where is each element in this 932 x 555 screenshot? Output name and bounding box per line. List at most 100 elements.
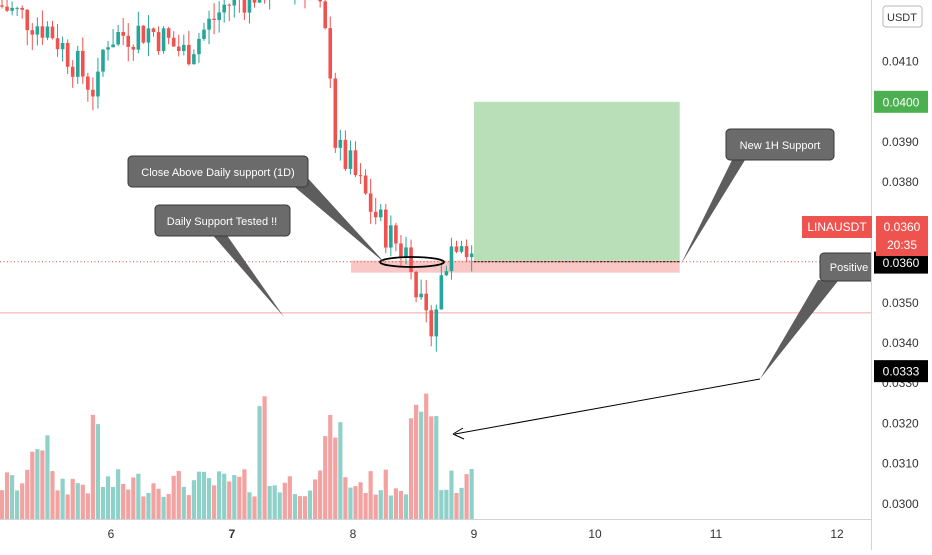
x-tick-label: 7: [229, 527, 236, 541]
candle-body: [156, 32, 161, 52]
volume-bar: [85, 493, 90, 519]
volume-bar: [65, 494, 70, 519]
volume-bar: [100, 486, 106, 519]
volume-bar: [247, 492, 252, 519]
candle-body: [65, 42, 70, 67]
candle-body: [131, 46, 136, 50]
volume-bar: [60, 478, 65, 519]
candle-body: [20, 7, 24, 10]
candle-body: [50, 26, 55, 39]
callout-pointer: [760, 280, 838, 379]
volume-bar: [45, 435, 50, 519]
y-tick-label: 0.0310: [882, 457, 919, 471]
last-price-badge[interactable]: LINAUSDT 0.0360 20:35: [802, 216, 928, 256]
candle-body: [419, 293, 423, 298]
candle-body: [232, 0, 237, 6]
candle-body: [384, 209, 388, 248]
volume-bar: [408, 418, 414, 519]
volume-bar: [459, 487, 464, 519]
price-badge[interactable]: 0.0360: [874, 251, 928, 274]
y-tick-label: 0.0390: [882, 135, 919, 149]
candle-body: [25, 9, 30, 31]
volume-bar: [151, 483, 156, 519]
volume-bar: [429, 416, 434, 519]
price-axis[interactable]: 0.03000.03100.03200.03300.03400.03500.03…: [871, 0, 932, 550]
volume-bar: [318, 470, 323, 519]
volume-bar: [156, 488, 161, 519]
candle-body: [424, 293, 428, 311]
callout-text: Positive: [830, 262, 869, 274]
target-zone[interactable]: [474, 101, 680, 262]
volume-bar: [242, 469, 247, 519]
volume-bar: [80, 484, 85, 519]
volume-bar: [40, 450, 45, 519]
callout-box: [154, 204, 291, 237]
price-badge-label: 0.0333: [883, 365, 920, 379]
volume-bar: [206, 478, 212, 519]
volume-bar: [424, 393, 429, 519]
currency-label[interactable]: USDT: [882, 5, 923, 28]
volume-arrow[interactable]: [452, 378, 761, 440]
candle-body: [0, 5, 4, 7]
callout-new-support[interactable]: New 1H Support: [681, 128, 835, 264]
volume-bar: [353, 486, 358, 519]
candle-body: [338, 139, 343, 148]
volume-bar: [166, 493, 171, 519]
y-tick-label: 0.0320: [882, 416, 919, 430]
candle-body: [197, 38, 201, 55]
support-zone[interactable]: [351, 260, 680, 273]
candle-body: [449, 246, 454, 272]
symbol-label: LINAUSDT: [807, 220, 867, 234]
candle-body: [257, 0, 262, 3]
volume-bar: [105, 476, 111, 519]
candle-body: [353, 150, 358, 176]
time-axis[interactable]: 6 7 8 9 10 11 12: [0, 519, 871, 542]
candle-body: [464, 246, 469, 258]
highlight-ellipse[interactable]: [379, 256, 445, 268]
volume-bar: [25, 469, 30, 519]
volume-bar: [90, 414, 95, 519]
volume-bar: [302, 496, 308, 519]
candle-body: [328, 28, 333, 79]
volume-bar: [449, 470, 454, 519]
callout-box: [127, 155, 309, 188]
volume-bar: [55, 490, 60, 519]
candle-body: [394, 225, 398, 244]
candle-body: [399, 243, 403, 257]
candle-body: [348, 150, 353, 169]
volume-bar: [444, 489, 449, 519]
volume-bar: [0, 490, 5, 519]
volume-bar: [176, 470, 181, 519]
x-tick-label: 6: [108, 527, 115, 541]
volume-bar: [368, 471, 373, 519]
price-badges: 0.0400 0.0360 0.0333: [874, 90, 928, 383]
volume-bar: [121, 483, 126, 519]
bar-countdown: 20:35: [887, 238, 917, 252]
price-badge[interactable]: 0.0400: [874, 90, 928, 113]
price-badge[interactable]: 0.0333: [874, 360, 928, 383]
volume-bar: [232, 475, 237, 519]
volume-bar: [307, 490, 313, 519]
callout-close-above[interactable]: Close Above Daily support (1D): [127, 155, 386, 264]
volume-bar: [257, 406, 262, 519]
volume-bar: [277, 492, 282, 519]
volume-bar: [388, 495, 393, 519]
price-badge-label: 0.0360: [883, 256, 920, 270]
candle-body: [212, 18, 216, 20]
callout-support-tested[interactable]: Daily Support Tested !!: [154, 204, 291, 317]
callout-positive[interactable]: Positive: [760, 252, 879, 379]
candle-body: [101, 49, 105, 72]
y-tick-label: 0.0340: [882, 336, 919, 350]
candle-body: [91, 89, 95, 97]
candle-body: [75, 50, 80, 77]
candle-body: [192, 54, 196, 65]
volume-bar: [222, 473, 227, 519]
volume-bar: [454, 492, 459, 519]
candle-body: [409, 247, 413, 273]
volume-bar: [419, 411, 424, 519]
candle-body: [454, 246, 459, 252]
volume-bar: [338, 422, 343, 519]
volume-bar: [196, 471, 202, 519]
